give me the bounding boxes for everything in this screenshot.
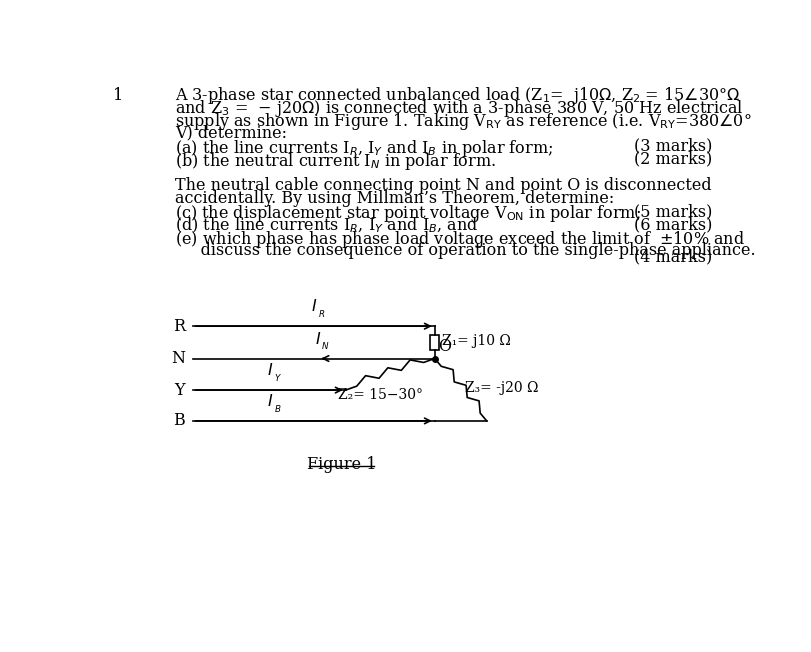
Text: $_N$: $_N$ bbox=[320, 339, 328, 352]
Text: The neutral cable connecting point N and point O is disconnected: The neutral cable connecting point N and… bbox=[175, 177, 711, 194]
Text: B: B bbox=[174, 412, 185, 430]
Text: (6 marks): (6 marks) bbox=[633, 216, 711, 233]
Text: (a) the line currents I$_R$, I$_Y$ and I$_B$ in polar form;: (a) the line currents I$_R$, I$_Y$ and I… bbox=[175, 138, 552, 158]
Text: R: R bbox=[173, 318, 185, 334]
Text: $_R$: $_R$ bbox=[317, 307, 324, 320]
Text: $_B$: $_B$ bbox=[273, 402, 281, 415]
Text: $I$: $I$ bbox=[267, 393, 273, 410]
Text: (2 marks): (2 marks) bbox=[633, 151, 711, 168]
Text: $I$: $I$ bbox=[311, 299, 317, 316]
Text: Figure 1: Figure 1 bbox=[307, 456, 376, 473]
Text: $_Y$: $_Y$ bbox=[273, 371, 281, 384]
Bar bbox=[430, 334, 439, 350]
Text: N: N bbox=[171, 350, 185, 367]
Text: (4 marks): (4 marks) bbox=[633, 249, 711, 266]
Text: discuss the consequence of operation to the single-phase appliance.: discuss the consequence of operation to … bbox=[175, 243, 755, 259]
Text: and Z$_3$ =  $-$ j20$\Omega$) is connected with a 3-phase 380 V, 50 Hz electrica: and Z$_3$ = $-$ j20$\Omega$) is connecte… bbox=[175, 98, 743, 119]
Text: supply as shown in Figure 1. Taking V$_{\rm RY}$ as reference (i.e. V$_{\rm RY}$: supply as shown in Figure 1. Taking V$_{… bbox=[175, 111, 751, 132]
Text: Z₂= 15−30°: Z₂= 15−30° bbox=[338, 388, 423, 402]
Text: V) determine:: V) determine: bbox=[175, 125, 287, 141]
Text: (b) the neutral current I$_N$ in polar form.: (b) the neutral current I$_N$ in polar f… bbox=[175, 151, 496, 171]
Text: accidentally. By using Millman’s Theorem, determine:: accidentally. By using Millman’s Theorem… bbox=[175, 190, 614, 207]
Text: O: O bbox=[438, 338, 451, 355]
Text: (d) the line currents I$_R$, I$_Y$ and I$_B$, and: (d) the line currents I$_R$, I$_Y$ and I… bbox=[175, 216, 478, 235]
Text: Z₁= j10 Ω: Z₁= j10 Ω bbox=[441, 334, 510, 348]
Text: (c) the displacement star point voltage V$_{\rm ON}$ in polar form;: (c) the displacement star point voltage … bbox=[175, 203, 640, 224]
Text: $I$: $I$ bbox=[267, 363, 273, 379]
Text: (3 marks): (3 marks) bbox=[633, 138, 711, 155]
Text: $I$: $I$ bbox=[314, 331, 320, 348]
Text: 1: 1 bbox=[113, 87, 123, 104]
Text: A 3-phase star connected unbalanced load (Z$_1$=  j10$\Omega$, Z$_2$ = 15$\angle: A 3-phase star connected unbalanced load… bbox=[175, 85, 740, 106]
Text: (5 marks): (5 marks) bbox=[633, 203, 711, 220]
Text: Z₃= -j20 Ω: Z₃= -j20 Ω bbox=[464, 381, 538, 395]
Text: Y: Y bbox=[174, 381, 185, 398]
Text: (e) which phase has phase load voltage exceed the limit of  $\pm$10% and: (e) which phase has phase load voltage e… bbox=[175, 229, 744, 250]
